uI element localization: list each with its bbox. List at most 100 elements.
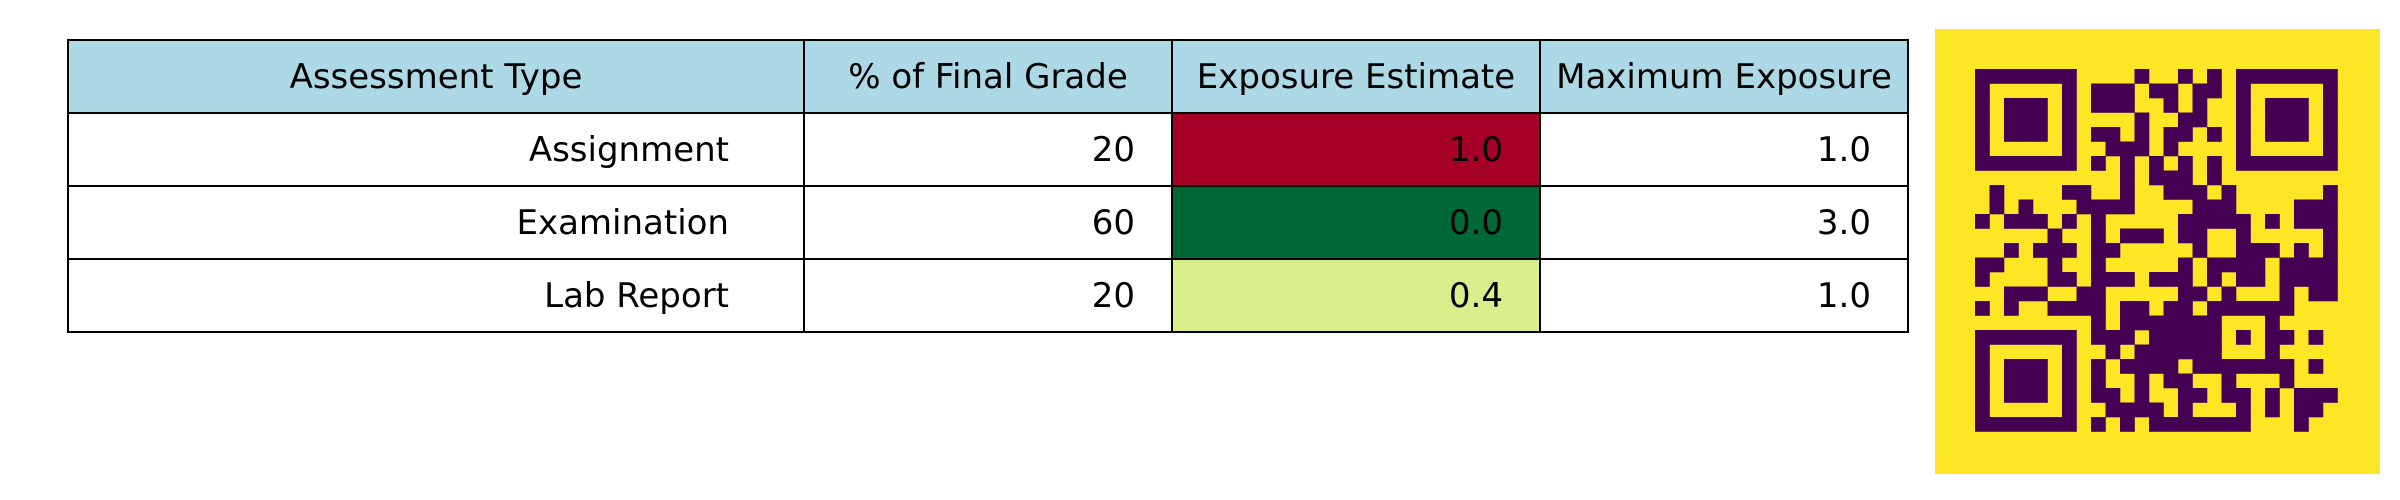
qr-module xyxy=(2265,301,2280,316)
qr-module xyxy=(2250,272,2266,287)
qr-module xyxy=(2091,98,2106,113)
qr-module xyxy=(2265,214,2280,229)
qr-code-modules xyxy=(1975,69,2338,432)
cell-percent-final-grade: 20 xyxy=(803,258,1173,333)
qr-module xyxy=(2120,315,2135,331)
qr-module xyxy=(2004,69,2019,84)
qr-module xyxy=(2033,388,2048,403)
qr-module xyxy=(2323,112,2338,128)
qr-module xyxy=(2265,243,2280,258)
qr-module xyxy=(2221,185,2237,200)
qr-module xyxy=(2134,112,2150,128)
qr-module xyxy=(2033,98,2048,113)
qr-module xyxy=(2047,417,2063,432)
qr-module xyxy=(2236,156,2251,171)
qr-module xyxy=(2323,199,2338,215)
qr-module xyxy=(2221,199,2237,215)
qr-module xyxy=(2105,272,2121,287)
qr-module xyxy=(2134,359,2150,374)
qr-module xyxy=(2236,214,2251,229)
qr-module xyxy=(2018,286,2034,302)
qr-module xyxy=(1989,156,2005,171)
qr-module xyxy=(2294,417,2309,432)
qr-module xyxy=(1975,359,1990,374)
cell-exposure-estimate: 0.4 xyxy=(1171,258,1541,333)
qr-module xyxy=(2062,417,2077,432)
qr-module xyxy=(2091,228,2106,244)
qr-module xyxy=(2018,359,2034,374)
qr-module xyxy=(1975,98,1990,113)
qr-module xyxy=(2221,286,2237,302)
qr-module xyxy=(2062,359,2077,374)
qr-module xyxy=(2033,69,2048,84)
qr-module xyxy=(2308,156,2324,171)
qr-module xyxy=(2134,141,2150,157)
qr-module xyxy=(2265,402,2280,418)
qr-module xyxy=(2294,156,2309,171)
qr-module xyxy=(2076,301,2092,316)
qr-module xyxy=(2004,243,2019,258)
qr-module xyxy=(2308,286,2324,302)
qr-module xyxy=(2149,330,2164,345)
cell-exposure-estimate: 0.0 xyxy=(1171,185,1541,260)
qr-module xyxy=(2149,359,2164,374)
qr-module xyxy=(2018,388,2034,403)
qr-module xyxy=(2033,156,2048,171)
qr-module xyxy=(2178,228,2193,244)
qr-module xyxy=(2323,243,2338,258)
qr-module xyxy=(2120,98,2135,113)
qr-module xyxy=(2033,330,2048,345)
qr-module xyxy=(2047,272,2063,287)
qr-module xyxy=(2062,185,2077,200)
qr-module xyxy=(1975,344,1990,360)
qr-module xyxy=(2294,69,2309,84)
qr-module xyxy=(2120,402,2135,418)
qr-module xyxy=(2033,112,2048,128)
qr-module xyxy=(2279,127,2295,142)
qr-module xyxy=(2004,112,2019,128)
qr-module xyxy=(2004,388,2019,403)
qr-module xyxy=(2207,156,2222,171)
qr-module xyxy=(2163,141,2179,157)
qr-module xyxy=(2018,417,2034,432)
qr-module xyxy=(2308,272,2324,287)
qr-module xyxy=(2265,127,2280,142)
qr-module xyxy=(2018,112,2034,128)
qr-module xyxy=(2149,417,2164,432)
qr-module xyxy=(2120,83,2135,99)
qr-module xyxy=(2207,199,2222,215)
qr-module xyxy=(2294,112,2309,128)
cell-percent-final-grade: 20 xyxy=(803,112,1173,187)
qr-module xyxy=(2105,330,2121,345)
qr-module xyxy=(2163,272,2179,287)
qr-module xyxy=(2236,257,2251,273)
qr-module xyxy=(2163,344,2179,360)
cell-assessment-type: Lab Report xyxy=(67,258,805,333)
cell-maximum-exposure: 1.0 xyxy=(1539,112,1909,187)
qr-module xyxy=(2265,156,2280,171)
qr-module xyxy=(2120,141,2135,157)
qr-module xyxy=(2308,214,2324,229)
qr-module xyxy=(2062,388,2077,403)
qr-module xyxy=(2236,127,2251,142)
qr-module xyxy=(2178,170,2193,186)
header-assessment-type: Assessment Type xyxy=(67,39,805,114)
qr-module xyxy=(2207,344,2222,360)
qr-module xyxy=(1975,156,1990,171)
qr-module xyxy=(2192,214,2208,229)
qr-module xyxy=(2033,243,2048,258)
qr-module xyxy=(2207,83,2222,99)
qr-module xyxy=(2294,127,2309,142)
qr-module xyxy=(2265,359,2280,374)
qr-module xyxy=(2120,228,2135,244)
qr-module xyxy=(2279,359,2295,374)
qr-module xyxy=(2279,69,2295,84)
qr-module xyxy=(2105,388,2121,403)
qr-module xyxy=(2163,185,2179,200)
qr-module xyxy=(2134,344,2150,360)
qr-module xyxy=(2323,127,2338,142)
qr-module xyxy=(2091,315,2106,331)
qr-module xyxy=(2323,388,2338,403)
qr-module xyxy=(2323,214,2338,229)
